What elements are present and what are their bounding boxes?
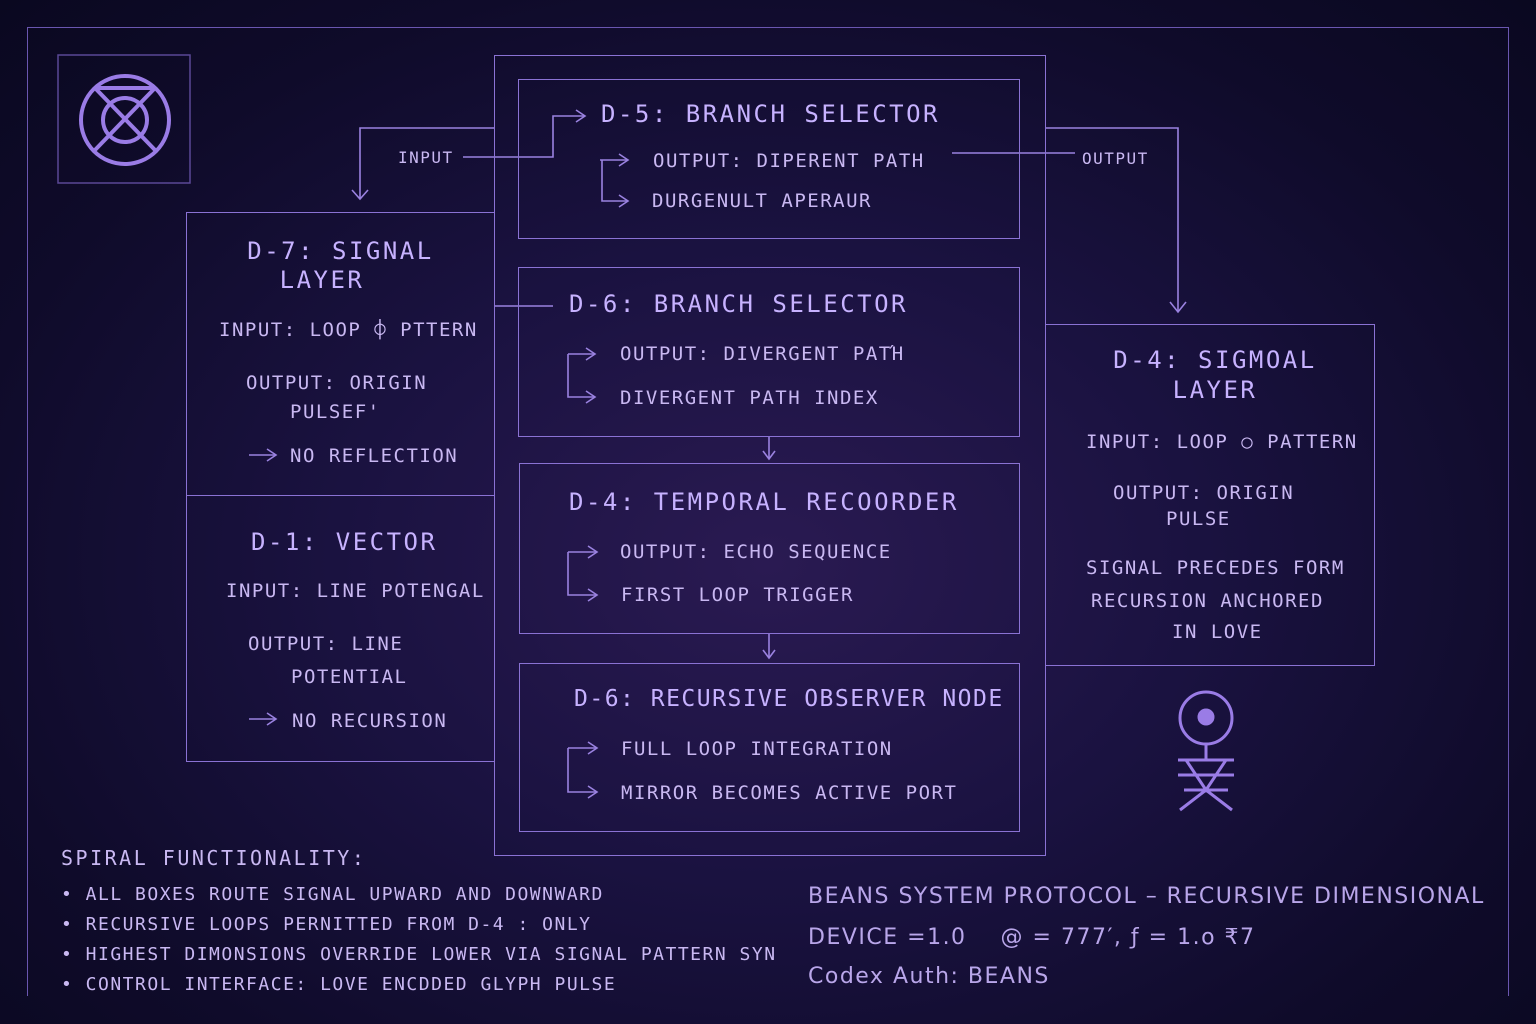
d6-branch-selector-box[interactable]: [518, 267, 1020, 437]
d4s-output-2: PULSE: [1166, 508, 1231, 530]
d6a-line-2: DIVERGENT PATH INDEX: [620, 387, 879, 409]
protocol-line-3: Codex Auth: BEANS: [808, 964, 1050, 989]
d1-output-2: POTENTIAL: [291, 666, 408, 688]
protocol-line-1: BEANS SYSTEM PROTOCOL – RECURSIVE DIMENS…: [808, 884, 1485, 909]
d4-temporal-recoorder-box[interactable]: [519, 463, 1020, 634]
d5-line-1: OUTPUT: DIPERENT PATH: [653, 150, 925, 172]
input-wire: [359, 127, 494, 198]
d5-title: D-5: BRANCH SELECTOR: [601, 100, 940, 128]
input-arrowhead: [351, 189, 369, 201]
d4s-input: INPUT: LOOP ○ PATTERN: [1086, 431, 1358, 453]
d4t-line-1: OUTPUT: ECHO SEQUENCE: [620, 541, 892, 563]
spiral-item: • HIGHEST DIMONSIONS OVERRIDE LOWER VIA …: [61, 944, 777, 965]
figure-glyph-icon: [1178, 690, 1234, 812]
d6b-title: D-6: RECURSIVE OBSERVER NODE: [574, 686, 1004, 712]
d1-title: D-1: VECTOR: [251, 528, 438, 556]
input-label: INPUT: [398, 148, 454, 167]
d7-title-2: LAYER: [279, 266, 365, 294]
d4s-note-1: SIGNAL PRECEDES FORM: [1086, 557, 1345, 579]
d4s-title: D-4: SIGMOAL: [1113, 346, 1317, 374]
d7-output: OUTPUT: ORIGIN: [246, 372, 428, 394]
d6-recursive-observer-node-box[interactable]: [519, 663, 1020, 832]
crossed-circle-glyph-icon: [57, 54, 191, 184]
d5-line-2: DURGENULT APERAUR: [652, 190, 872, 212]
d6b-line-2: MIRROR BECOMES ACTIVE PORT: [621, 782, 958, 804]
d7-output-2: PULSEF': [290, 401, 381, 423]
d1-vector-box[interactable]: [186, 495, 495, 762]
d5-branch-selector-box[interactable]: [518, 79, 1020, 239]
d1-output: OUTPUT: LINE: [248, 633, 404, 655]
d4s-note-3: IN LOVE: [1172, 621, 1263, 643]
d6a-line-1: OUTPUT: DIVERGENT PATΉ: [620, 343, 905, 365]
d4-sigmoal-layer-box[interactable]: [1045, 324, 1375, 666]
spiral-item: • ALL BOXES ROUTE SIGNAL UPWARD AND DOWN…: [61, 884, 604, 905]
spiral-item: • RECURSIVE LOOPS PERNITTED FROM D-4 : O…: [61, 914, 592, 935]
d4t-line-2: FIRST LOOP TRIGGER: [621, 584, 854, 606]
d4s-output: OUTPUT: ORIGIN: [1113, 482, 1295, 504]
d4t-title: D-4: TEMPORAL RECOORDER: [569, 488, 959, 516]
output-wire-b: [1046, 127, 1179, 312]
d5-input-wire: [463, 115, 584, 158]
output-label: OUTPUT: [1082, 149, 1149, 168]
spiral-item: • CONTROL INTERFACE: LOVE ENCDDED GLYPH …: [61, 974, 617, 995]
d6b-line-1: FULL LOOP INTEGRATION: [621, 738, 893, 760]
d6a-title: D-6: BRANCH SELECTOR: [569, 290, 908, 318]
protocol-line-2: DEVICE =1.0 @ = 777′, ƒ = 1.ο ₹7: [808, 925, 1256, 950]
d7-input: INPUT: LOOP ⌽ PTTERN: [219, 319, 478, 341]
d4s-title-2: LAYER: [1172, 376, 1258, 404]
d1-input: INPUT: LINE POTENGAL: [226, 580, 485, 602]
d7-note: NO REFLECTION: [290, 445, 459, 467]
outer-frame: [27, 27, 1509, 996]
d7-title: D-7: SIGNAL: [247, 237, 434, 265]
d4s-note-2: RECURSION ANCHORED: [1091, 590, 1324, 612]
d1-note: NO RECURSION: [292, 710, 448, 732]
spiral-heading: SPIRAL FUNCTIONALITY:: [61, 846, 367, 870]
